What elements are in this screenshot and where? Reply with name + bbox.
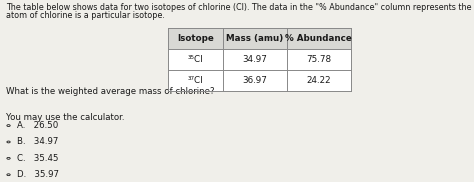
Text: Mass (amu): Mass (amu)	[226, 34, 283, 43]
Text: 36.97: 36.97	[242, 76, 267, 85]
Text: 34.97: 34.97	[242, 55, 267, 64]
Text: B.   34.97: B. 34.97	[17, 137, 58, 147]
Text: 24.22: 24.22	[307, 76, 331, 85]
Text: Isotope: Isotope	[177, 34, 214, 43]
Text: A.   26.50: A. 26.50	[17, 121, 58, 130]
Text: You may use the calculator.: You may use the calculator.	[6, 113, 124, 122]
Text: 75.78: 75.78	[306, 55, 331, 64]
Bar	[168, 28, 351, 91]
Text: ³⁵Cl: ³⁵Cl	[188, 55, 203, 64]
Bar	[168, 28, 351, 49]
Text: D.   35.97: D. 35.97	[17, 170, 59, 179]
Text: What is the weighted average mass of chlorine?: What is the weighted average mass of chl…	[6, 87, 214, 96]
Text: C.   35.45: C. 35.45	[17, 154, 58, 163]
Text: The table below shows data for two isotopes of chlorine (Cl). The data in the "%: The table below shows data for two isoto…	[6, 3, 474, 12]
Text: ³⁷Cl: ³⁷Cl	[188, 76, 203, 85]
Text: % Abundance: % Abundance	[285, 34, 352, 43]
Text: atom of chlorine is a particular isotope.: atom of chlorine is a particular isotope…	[6, 11, 164, 20]
